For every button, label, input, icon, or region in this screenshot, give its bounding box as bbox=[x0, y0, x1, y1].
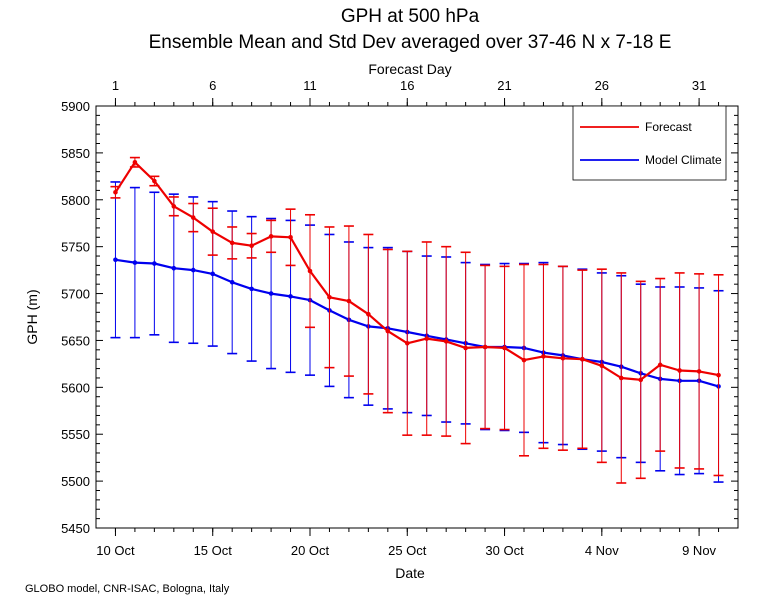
y-tick-label: 5650 bbox=[61, 333, 90, 348]
climate-series-line bbox=[115, 258, 719, 388]
forecast-point bbox=[657, 362, 663, 368]
top-tick-label: 11 bbox=[303, 78, 317, 93]
legend-forecast-label: Forecast bbox=[645, 120, 692, 134]
climate-point bbox=[152, 261, 157, 266]
climate-point bbox=[210, 271, 216, 277]
forecast-point bbox=[482, 344, 488, 350]
forecast-series-line bbox=[114, 161, 719, 381]
climate-point bbox=[249, 286, 254, 292]
y-tick-label: 5700 bbox=[61, 287, 90, 302]
forecast-point bbox=[229, 240, 235, 246]
forecast-point bbox=[404, 340, 410, 346]
forecast-point bbox=[502, 345, 507, 351]
climate-point bbox=[229, 280, 235, 285]
forecast-point bbox=[618, 375, 624, 381]
x-tick-label: 25 Oct bbox=[388, 543, 427, 558]
y-tick-label: 5600 bbox=[61, 380, 90, 395]
chart-title: GPH at 500 hPa bbox=[341, 6, 480, 27]
legend: Forecast Model Climate bbox=[572, 105, 727, 181]
x-tick-label: 10 Oct bbox=[96, 543, 135, 558]
legend-climate-label: Model Climate bbox=[645, 153, 722, 167]
forecast-point bbox=[463, 345, 468, 351]
y-tick-label: 5550 bbox=[61, 427, 90, 442]
y-tick-label: 5850 bbox=[61, 146, 90, 161]
climate-point bbox=[171, 265, 177, 271]
y-tick-label: 5900 bbox=[61, 99, 90, 114]
forecast-point bbox=[171, 204, 177, 209]
climate-point bbox=[288, 294, 293, 299]
plot-frame bbox=[95, 105, 739, 529]
forecast-point bbox=[346, 298, 352, 304]
x-tick-label: 30 Oct bbox=[485, 543, 524, 558]
top-tick-label: 6 bbox=[209, 78, 216, 93]
climate-point bbox=[268, 291, 274, 296]
x-axis-label: Date bbox=[395, 565, 425, 581]
forecast-point bbox=[696, 369, 702, 374]
forecast-point bbox=[210, 229, 216, 234]
x-tick-label: 4 Nov bbox=[585, 543, 619, 558]
forecast-point bbox=[366, 311, 371, 317]
top-tick-label: 31 bbox=[692, 78, 706, 93]
forecast-point bbox=[560, 355, 566, 361]
forecast-point bbox=[190, 215, 196, 220]
climate-point bbox=[132, 260, 138, 265]
forecast-point bbox=[268, 234, 274, 239]
y-tick-label: 5500 bbox=[61, 474, 90, 489]
forecast-point bbox=[249, 243, 254, 249]
y-tick-label: 5450 bbox=[61, 521, 90, 536]
top-tick-label: 16 bbox=[400, 78, 414, 93]
forecast-point bbox=[152, 178, 157, 184]
y-tick-label: 5750 bbox=[61, 240, 90, 255]
top-tick-label: 1 bbox=[112, 78, 119, 93]
forecast-point bbox=[307, 268, 313, 274]
climate-point bbox=[113, 257, 118, 263]
x-tick-label: 20 Oct bbox=[291, 543, 330, 558]
top-tick-label: 26 bbox=[595, 78, 609, 93]
x-tick-label: 9 Nov bbox=[682, 543, 716, 558]
forecast-point bbox=[541, 354, 546, 359]
chart-subtitle: Ensemble Mean and Std Dev averaged over … bbox=[149, 32, 672, 53]
y-axis-label: GPH (m) bbox=[24, 289, 40, 344]
forecast-point bbox=[716, 372, 721, 378]
x-tick-label: 15 Oct bbox=[194, 543, 233, 558]
forecast-point bbox=[327, 295, 332, 300]
top-tick-label: 21 bbox=[497, 78, 511, 93]
forecast-point bbox=[385, 328, 391, 334]
footer-credit: GLOBO model, CNR-ISAC, Bologna, Italy bbox=[25, 583, 230, 595]
y-tick-label: 5800 bbox=[61, 193, 90, 208]
forecast-point bbox=[599, 363, 605, 369]
forecast-point bbox=[288, 234, 293, 240]
legend-box bbox=[572, 105, 727, 181]
forecast-point bbox=[638, 377, 644, 383]
forecast-point bbox=[521, 357, 527, 363]
climate-point bbox=[190, 267, 196, 273]
forecast-point bbox=[443, 339, 449, 344]
forecast-point bbox=[580, 356, 585, 362]
top-axis-label: Forecast Day bbox=[368, 61, 451, 77]
forecast-point bbox=[132, 159, 138, 165]
forecast-point bbox=[113, 189, 118, 195]
forecast-point bbox=[424, 336, 430, 341]
forecast-point bbox=[677, 368, 682, 373]
